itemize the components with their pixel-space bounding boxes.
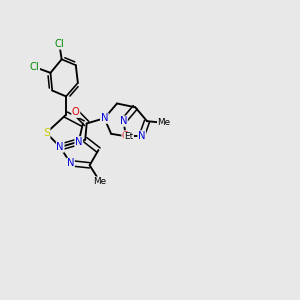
Text: N: N xyxy=(138,131,146,141)
Text: N: N xyxy=(120,116,127,126)
Text: Me: Me xyxy=(93,177,106,186)
Text: N: N xyxy=(100,113,108,123)
Text: O: O xyxy=(72,107,80,117)
Text: N: N xyxy=(67,158,74,168)
Text: N: N xyxy=(75,137,82,147)
Text: Cl: Cl xyxy=(54,39,64,49)
Text: N: N xyxy=(56,142,64,152)
Text: Cl: Cl xyxy=(30,62,40,72)
Text: Me: Me xyxy=(158,118,171,127)
Text: Et: Et xyxy=(124,132,134,141)
Text: S: S xyxy=(43,128,50,138)
Text: O: O xyxy=(122,131,130,141)
